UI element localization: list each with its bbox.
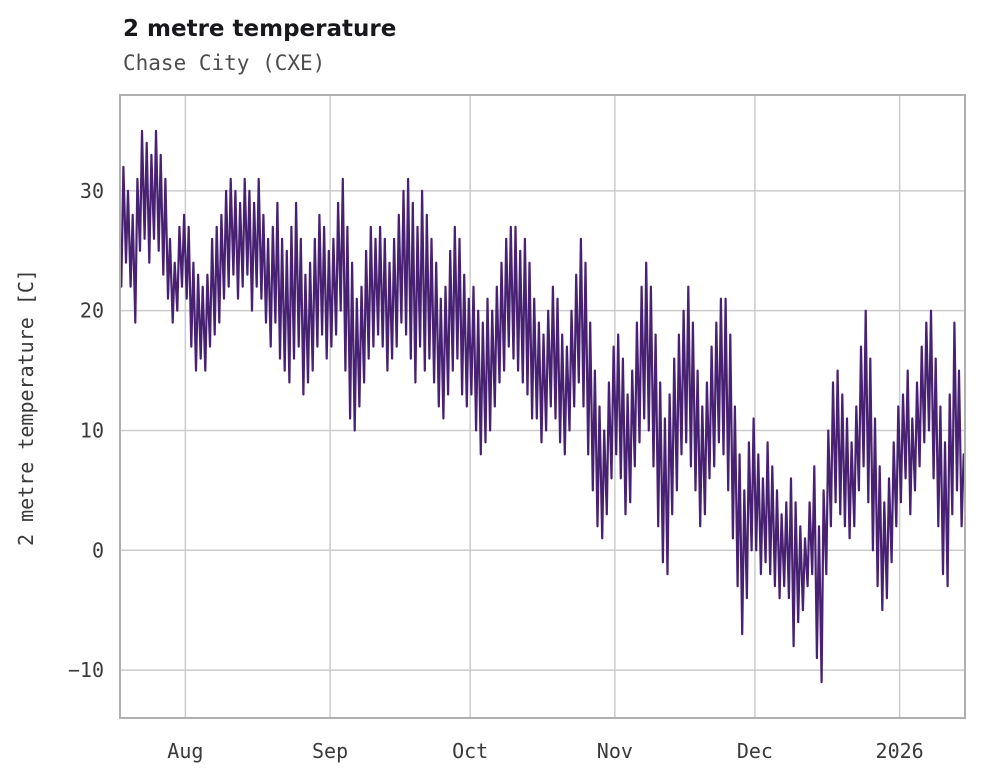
x-tick-label: Sep bbox=[312, 739, 348, 763]
chart-subtitle: Chase City (CXE) bbox=[123, 51, 326, 75]
x-tick-label: 2026 bbox=[876, 739, 924, 763]
x-tick-label: Dec bbox=[737, 739, 773, 763]
y-tick-label: 30 bbox=[80, 179, 104, 203]
y-axis-label: 2 metre temperature [C] bbox=[14, 269, 38, 546]
x-tick-label: Aug bbox=[167, 739, 203, 763]
y-tick-label: −10 bbox=[68, 658, 104, 682]
y-tick-label: 10 bbox=[80, 418, 104, 442]
x-tick-label: Oct bbox=[452, 739, 488, 763]
y-tick-label: 20 bbox=[80, 299, 104, 323]
x-tick-label: Nov bbox=[597, 739, 633, 763]
chart-title: 2 metre temperature bbox=[123, 16, 397, 42]
y-tick-label: 0 bbox=[92, 538, 104, 562]
temperature-line bbox=[120, 129, 965, 684]
plot-border bbox=[119, 94, 966, 719]
